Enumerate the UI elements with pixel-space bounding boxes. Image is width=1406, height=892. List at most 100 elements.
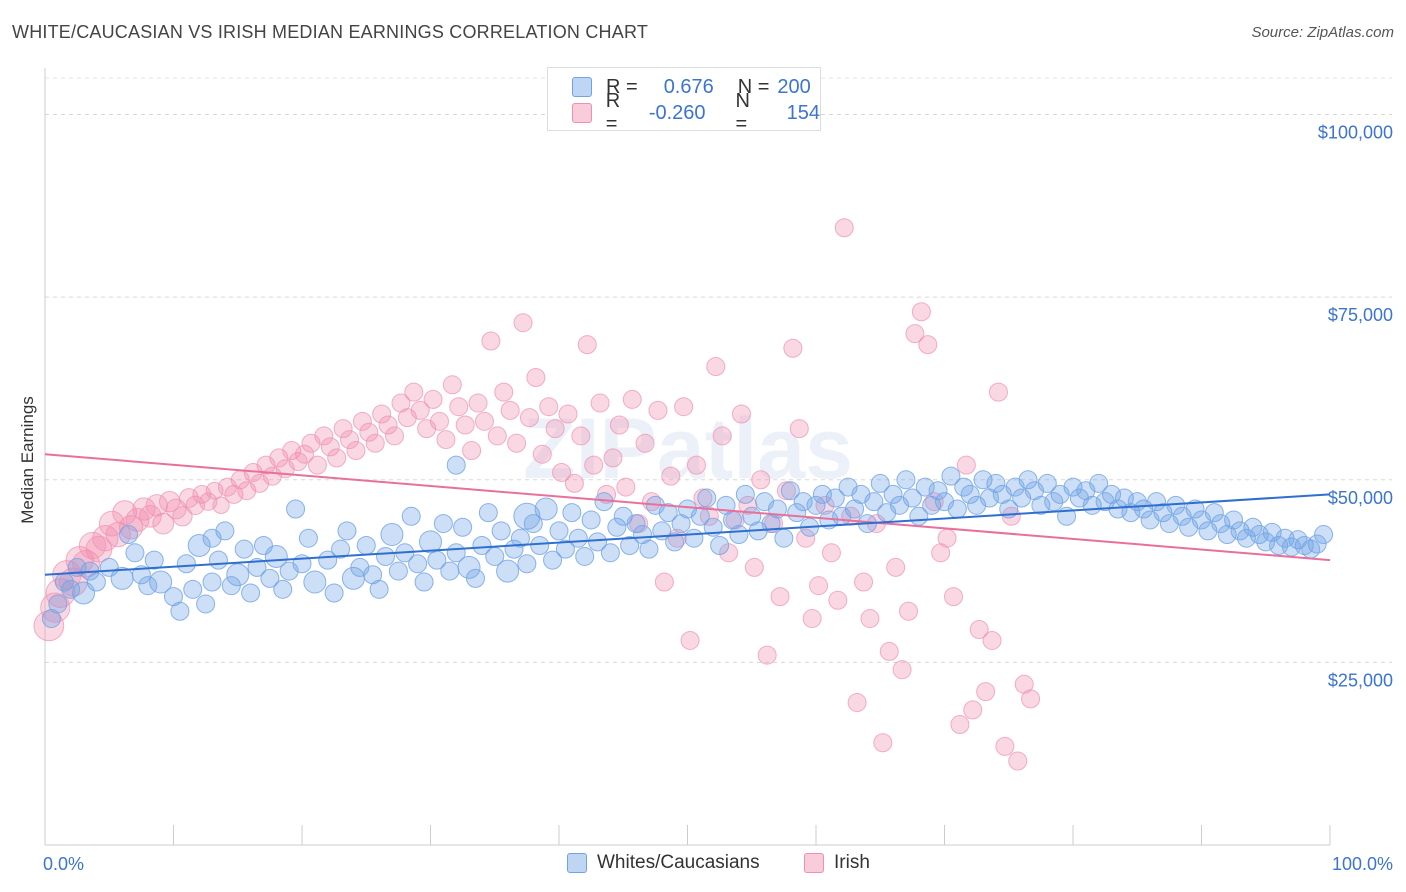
- whites-point: [581, 510, 601, 530]
- whites-point: [568, 528, 588, 548]
- irish-point: [937, 528, 957, 548]
- irish-point: [802, 609, 822, 629]
- watermark: ZIPatlas: [523, 401, 853, 497]
- whites-point: [947, 499, 967, 519]
- legend-n-value: 200: [777, 75, 811, 98]
- whites-point: [928, 481, 948, 501]
- whites-point: [626, 514, 646, 534]
- irish-point: [879, 641, 899, 661]
- legend-row-whites: R = 0.676 N = 200: [572, 75, 811, 99]
- irish-point: [307, 455, 327, 475]
- whites-point: [356, 536, 376, 556]
- irish-point: [969, 620, 989, 640]
- whites-point: [247, 557, 267, 577]
- whites-point: [607, 517, 627, 537]
- irish-point: [892, 660, 912, 680]
- whites-points: [41, 455, 1334, 629]
- whites-point: [86, 572, 106, 592]
- irish-point: [365, 433, 385, 453]
- svg-text:ZIPatlas: ZIPatlas: [523, 401, 853, 497]
- irish-point: [1001, 506, 1021, 526]
- irish-point: [976, 682, 996, 702]
- irish-trend-line: [44, 453, 1331, 562]
- whites-point: [510, 528, 530, 548]
- whites-point: [226, 563, 250, 587]
- bottom-legend-swatch-irish: [804, 853, 824, 873]
- whites-point: [575, 546, 595, 566]
- irish-point: [314, 426, 334, 446]
- irish-point: [295, 444, 315, 464]
- whites-point: [1031, 495, 1051, 515]
- irish-point: [507, 433, 527, 453]
- x-tick-label-min: 0.0%: [43, 854, 84, 874]
- whites-point: [973, 470, 993, 490]
- irish-point: [635, 433, 655, 453]
- irish-point: [468, 393, 488, 413]
- whites-point: [241, 583, 261, 603]
- irish-point: [950, 714, 970, 734]
- whites-point: [665, 532, 685, 552]
- legend-swatch-irish: [572, 103, 592, 123]
- whites-point: [491, 521, 511, 541]
- whites-point: [187, 534, 211, 558]
- whites-point: [264, 544, 288, 568]
- whites-point: [453, 517, 473, 537]
- whites-point: [433, 514, 453, 534]
- irish-point: [609, 415, 629, 435]
- irish-point: [821, 543, 841, 563]
- irish-point: [686, 455, 706, 475]
- irish-point: [622, 389, 642, 409]
- whites-point: [1185, 499, 1205, 519]
- irish-point: [731, 404, 751, 424]
- whites-point: [549, 521, 569, 541]
- whites-point: [478, 503, 498, 523]
- irish-point: [455, 415, 475, 435]
- whites-point: [376, 546, 396, 566]
- whites-point: [600, 543, 620, 563]
- irish-point: [552, 462, 572, 482]
- whites-point: [793, 492, 813, 512]
- whites-point: [273, 579, 293, 599]
- x-tick-labels: 0.0% 100.0%: [43, 854, 1393, 874]
- irish-point: [943, 587, 963, 607]
- whites-point: [658, 503, 678, 523]
- legend-row-irish: R = -0.260 N = 154: [572, 90, 820, 135]
- irish-point: [340, 430, 360, 450]
- irish-point: [789, 419, 809, 439]
- whites-point: [48, 594, 68, 614]
- irish-point: [886, 557, 906, 577]
- irish-point: [1021, 689, 1041, 709]
- legend-r-value: -0.260: [648, 101, 706, 124]
- irish-point: [481, 331, 501, 351]
- irish-point: [385, 426, 405, 446]
- whites-point: [941, 466, 961, 486]
- whites-point: [1063, 477, 1083, 497]
- irish-point: [500, 400, 520, 420]
- whites-point: [620, 536, 640, 556]
- irish-point: [436, 430, 456, 450]
- irish-point: [712, 426, 732, 446]
- whites-point: [1230, 521, 1250, 541]
- chart-title: WHITE/CAUCASIAN VS IRISH MEDIAN EARNINGS…: [12, 22, 649, 42]
- whites-point: [446, 455, 466, 475]
- whites-point: [176, 554, 196, 574]
- irish-point: [988, 382, 1008, 402]
- whites-point: [1211, 514, 1231, 534]
- whites-point: [234, 539, 254, 559]
- whites-point: [144, 550, 164, 570]
- irish-point: [442, 375, 462, 395]
- irish-point: [674, 397, 694, 417]
- bottom-legend-label-irish: Irish: [834, 852, 870, 873]
- irish-point: [539, 397, 559, 417]
- irish-point: [899, 601, 919, 621]
- irish-point: [603, 448, 623, 468]
- whites-point: [472, 536, 492, 556]
- irish-point: [519, 408, 539, 428]
- whites-point: [149, 570, 173, 594]
- whites-point: [555, 539, 575, 559]
- y-tick-label: $75,000: [1328, 305, 1393, 325]
- whites-point: [286, 499, 306, 519]
- bottom-legend-label-whites: Whites/Caucasians: [597, 852, 760, 873]
- irish-point: [462, 441, 482, 461]
